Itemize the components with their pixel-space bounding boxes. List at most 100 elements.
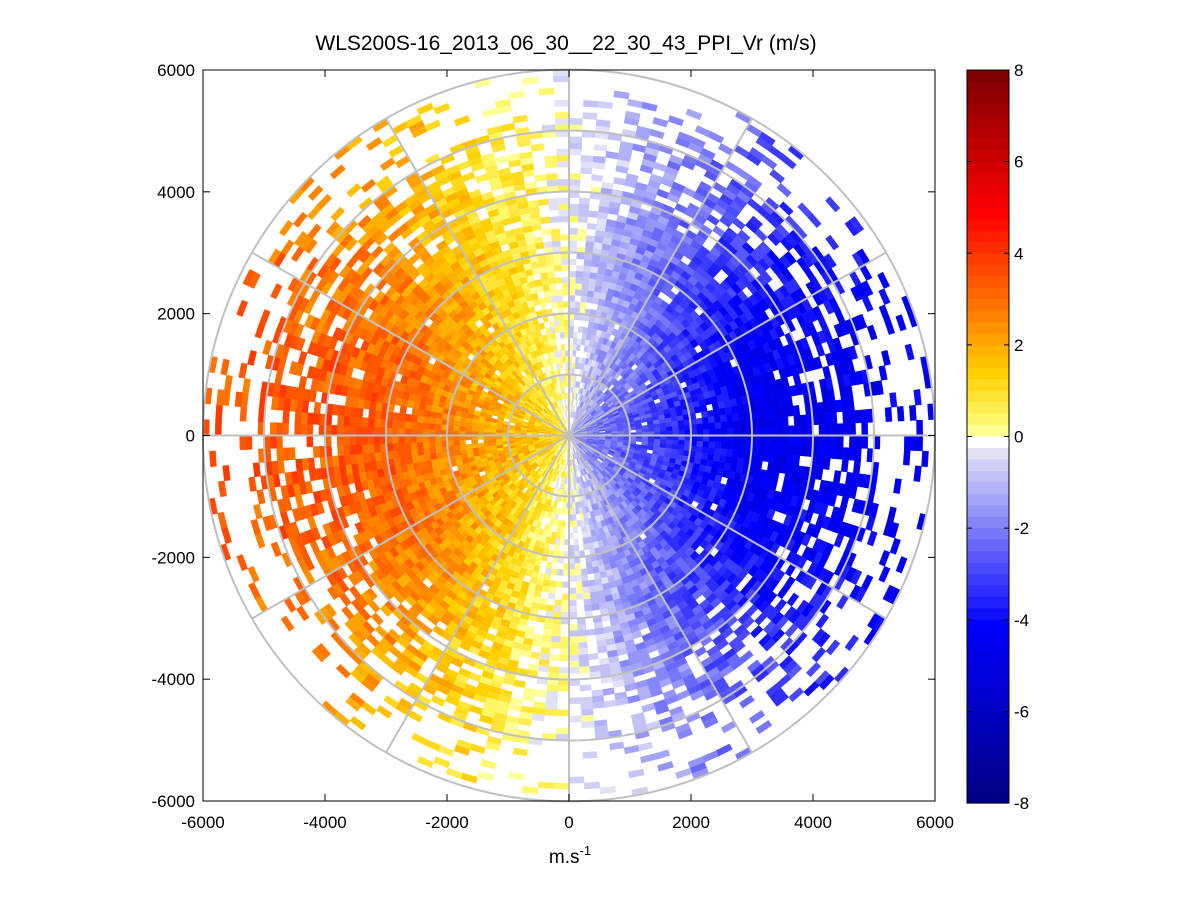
velocity-cell xyxy=(659,422,667,428)
velocity-cell xyxy=(545,690,559,698)
velocity-cell xyxy=(861,422,869,436)
velocity-cell xyxy=(696,423,704,431)
velocity-cell xyxy=(568,605,577,613)
velocity-cell xyxy=(776,182,792,198)
velocity-cell xyxy=(559,636,570,644)
velocity-cell xyxy=(739,427,747,436)
velocity-cell xyxy=(718,455,727,464)
velocity-cell xyxy=(713,448,722,456)
velocity-cell xyxy=(800,424,808,436)
velocity-cell xyxy=(757,443,765,453)
velocity-cell xyxy=(557,685,570,692)
velocity-cell xyxy=(548,580,557,588)
velocity-cell xyxy=(587,573,595,581)
velocity-cell xyxy=(641,428,649,433)
velocity-cell xyxy=(579,690,593,698)
velocity-cell xyxy=(575,264,585,272)
velocity-cell xyxy=(568,136,583,144)
velocity-cell xyxy=(551,629,561,637)
velocity-cell xyxy=(854,447,862,462)
velocity-cell xyxy=(568,776,585,784)
velocity-cell xyxy=(817,446,826,459)
velocity-cell xyxy=(737,229,751,243)
velocity-cell xyxy=(855,435,863,449)
velocity-cell xyxy=(758,131,776,146)
velocity-cell xyxy=(726,442,734,451)
velocity-cell xyxy=(785,396,794,408)
velocity-cell xyxy=(695,446,703,454)
velocity-cell xyxy=(822,457,831,470)
velocity-cell xyxy=(586,222,598,231)
velocity-cell xyxy=(537,781,555,790)
velocity-cell xyxy=(582,592,591,600)
velocity-cell xyxy=(568,727,583,735)
velocity-cell xyxy=(578,666,590,674)
velocity-cell xyxy=(860,280,874,297)
velocity-cell xyxy=(824,423,832,436)
velocity-cell xyxy=(582,118,597,126)
velocity-cell xyxy=(653,427,661,433)
velocity-cell xyxy=(903,435,911,451)
velocity-cell xyxy=(541,585,550,593)
velocity-cell xyxy=(769,435,777,445)
velocity-cell xyxy=(554,587,563,595)
velocity-cell xyxy=(553,605,562,613)
velocity-cell xyxy=(700,147,716,160)
velocity-cell xyxy=(794,435,802,446)
velocity-cell xyxy=(577,228,588,236)
velocity-cell xyxy=(575,593,584,601)
velocity-cell xyxy=(781,444,789,455)
velocity-cell xyxy=(738,450,746,459)
velocity-cell xyxy=(847,345,858,360)
velocity-cell xyxy=(647,427,655,433)
velocity-cell xyxy=(555,581,563,589)
velocity-cell xyxy=(568,270,577,278)
velocity-cell xyxy=(786,405,795,417)
velocity-cell xyxy=(582,271,591,279)
velocity-cell xyxy=(568,581,576,589)
velocity-cell xyxy=(708,422,716,430)
velocity-cell xyxy=(757,426,765,436)
velocity-cell xyxy=(825,196,841,213)
velocity-cell xyxy=(725,413,734,422)
velocity-cell xyxy=(575,581,583,589)
velocity-cell xyxy=(574,562,581,570)
velocity-cell xyxy=(823,412,832,425)
velocity-cell xyxy=(577,629,587,637)
velocity-cell xyxy=(719,414,728,423)
velocity-cell xyxy=(531,713,545,722)
velocity-cell xyxy=(916,435,924,452)
velocity-cell xyxy=(568,660,580,668)
velocity-cell xyxy=(902,449,911,466)
velocity-cell xyxy=(732,449,740,459)
velocity-cell xyxy=(738,442,746,452)
velocity-cell xyxy=(696,440,704,448)
velocity-cell xyxy=(592,155,606,164)
velocity-cell xyxy=(572,520,578,528)
velocity-cell xyxy=(568,648,579,656)
velocity-cell xyxy=(561,587,570,595)
velocity-cell xyxy=(587,210,599,219)
velocity-cell xyxy=(560,624,570,631)
velocity-cell xyxy=(576,605,585,613)
velocity-cell xyxy=(848,410,856,424)
velocity-cell xyxy=(553,782,570,790)
velocity-cell xyxy=(756,451,764,462)
velocity-cell xyxy=(578,660,590,668)
velocity-cell xyxy=(562,581,570,589)
velocity-cell xyxy=(702,441,710,448)
velocity-cell xyxy=(701,416,710,425)
velocity-cell xyxy=(581,720,595,729)
velocity-cell xyxy=(830,411,838,425)
velocity-cell xyxy=(781,416,789,427)
velocity-cell xyxy=(582,112,598,120)
velocity-cell xyxy=(568,142,583,150)
velocity-cell xyxy=(830,446,838,460)
velocity-cell xyxy=(665,426,673,432)
velocity-cell xyxy=(544,702,558,710)
velocity-cell xyxy=(587,652,599,661)
velocity-cell xyxy=(558,666,570,674)
velocity-cell xyxy=(799,445,807,457)
velocity-cell xyxy=(647,424,655,429)
velocity-cell xyxy=(573,538,579,546)
